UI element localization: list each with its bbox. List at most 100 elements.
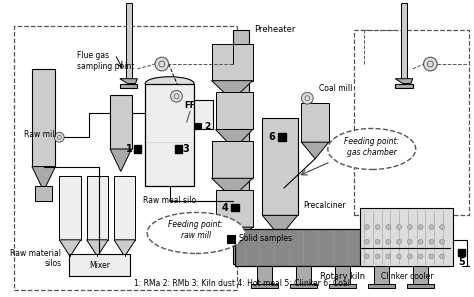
Circle shape: [55, 132, 64, 142]
Bar: [59, 176, 81, 240]
Bar: [216, 190, 253, 227]
Circle shape: [375, 225, 380, 230]
Bar: [354, 30, 469, 215]
Bar: [174, 145, 182, 153]
Text: Flue gas
sampling point: Flue gas sampling point: [77, 51, 134, 71]
Polygon shape: [211, 178, 253, 198]
Text: 6: 6: [269, 132, 275, 142]
Text: Raw meal silo: Raw meal silo: [143, 196, 196, 205]
Text: Solid samples: Solid samples: [239, 234, 292, 243]
Bar: [114, 176, 136, 240]
Circle shape: [429, 225, 434, 230]
Bar: [194, 123, 201, 129]
Polygon shape: [401, 4, 407, 79]
Text: Preheater: Preheater: [255, 25, 296, 34]
Text: 3: 3: [183, 144, 190, 154]
Circle shape: [439, 225, 445, 230]
Bar: [14, 26, 237, 290]
Bar: [374, 266, 389, 286]
Ellipse shape: [328, 129, 416, 170]
Polygon shape: [211, 81, 253, 100]
Polygon shape: [120, 79, 137, 83]
Text: Feeding point:
gas chamber: Feeding point: gas chamber: [344, 137, 399, 157]
Circle shape: [429, 254, 434, 259]
Bar: [134, 145, 141, 153]
Circle shape: [375, 254, 380, 259]
Polygon shape: [32, 167, 55, 191]
Circle shape: [386, 254, 391, 259]
Bar: [395, 83, 413, 89]
Polygon shape: [216, 227, 253, 247]
Polygon shape: [301, 142, 329, 159]
Text: Rotary kiln: Rotary kiln: [320, 272, 365, 281]
Polygon shape: [87, 240, 108, 256]
Circle shape: [397, 225, 401, 230]
Bar: [216, 92, 253, 129]
Circle shape: [418, 239, 423, 244]
Text: /: /: [186, 110, 191, 124]
Circle shape: [429, 239, 434, 244]
Text: Mixer: Mixer: [89, 261, 110, 270]
Text: Coal mill: Coal mill: [319, 84, 352, 93]
Bar: [110, 95, 132, 149]
Bar: [231, 204, 239, 211]
Circle shape: [407, 239, 412, 244]
Bar: [263, 118, 298, 215]
Bar: [458, 249, 465, 256]
Bar: [278, 133, 286, 141]
Circle shape: [397, 254, 401, 259]
Polygon shape: [395, 79, 413, 83]
Circle shape: [171, 90, 182, 102]
Polygon shape: [216, 129, 253, 149]
Bar: [290, 284, 317, 287]
Text: Precalciner: Precalciner: [303, 201, 346, 210]
Bar: [360, 208, 453, 266]
Bar: [235, 229, 450, 266]
Bar: [227, 235, 235, 243]
Bar: [169, 100, 213, 129]
Text: 5: 5: [458, 257, 465, 267]
Bar: [251, 284, 278, 287]
Bar: [368, 284, 395, 287]
Text: 2: 2: [204, 122, 210, 131]
Bar: [407, 284, 434, 287]
Ellipse shape: [147, 212, 245, 253]
Text: 1: RMa 2: RMb 3: Kiln dust 4: Hot meal 5: Clinker 6: Coal: 1: RMa 2: RMb 3: Kiln dust 4: Hot meal 5…: [134, 279, 350, 287]
Circle shape: [418, 254, 423, 259]
Polygon shape: [126, 4, 132, 79]
Bar: [32, 69, 55, 167]
Text: Raw material
silos: Raw material silos: [10, 249, 61, 268]
Circle shape: [386, 239, 391, 244]
Bar: [233, 30, 249, 264]
Bar: [211, 141, 253, 178]
Circle shape: [418, 225, 423, 230]
Circle shape: [365, 239, 369, 244]
Bar: [301, 103, 329, 142]
Circle shape: [407, 254, 412, 259]
Circle shape: [423, 57, 437, 71]
Circle shape: [375, 239, 380, 244]
Ellipse shape: [145, 77, 194, 90]
Bar: [69, 255, 129, 276]
Circle shape: [386, 225, 391, 230]
Polygon shape: [114, 240, 136, 256]
Bar: [145, 83, 194, 186]
Circle shape: [155, 57, 169, 71]
Text: FF: FF: [184, 101, 196, 110]
Bar: [413, 266, 428, 286]
Bar: [335, 266, 350, 286]
Bar: [211, 44, 253, 81]
Bar: [87, 176, 108, 240]
Polygon shape: [263, 215, 298, 237]
Circle shape: [301, 92, 313, 104]
Text: Raw mill: Raw mill: [24, 130, 57, 139]
Circle shape: [365, 254, 369, 259]
Text: 1: 1: [126, 144, 133, 154]
Text: 4: 4: [222, 203, 228, 213]
Polygon shape: [59, 240, 81, 256]
Circle shape: [439, 254, 445, 259]
Bar: [256, 266, 272, 286]
Polygon shape: [110, 149, 132, 171]
Bar: [120, 83, 137, 89]
Text: Clinker cooler: Clinker cooler: [381, 272, 433, 281]
